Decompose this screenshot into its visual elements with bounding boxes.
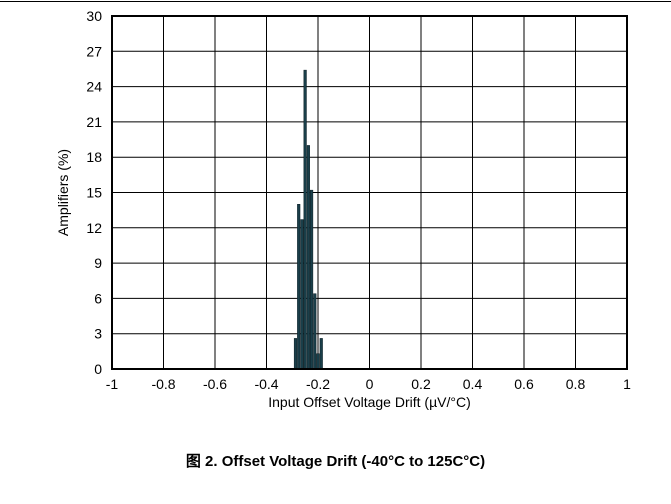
x-tick-label: -0.6 bbox=[203, 376, 227, 392]
x-tick-label: 0.4 bbox=[463, 376, 483, 392]
page-top-rule bbox=[0, 1, 671, 2]
x-tick-label: -0.8 bbox=[151, 376, 175, 392]
x-tick-label: -0.4 bbox=[254, 376, 278, 392]
x-axis-label: Input Offset Voltage Drift (µV/°C) bbox=[268, 394, 471, 410]
y-tick-label: 6 bbox=[94, 290, 102, 306]
histogram-bar bbox=[316, 353, 320, 370]
y-tick-label: 0 bbox=[94, 361, 102, 377]
x-tick-label: 0.6 bbox=[514, 376, 534, 392]
x-tick-label: 1 bbox=[623, 376, 631, 392]
histogram-bar bbox=[319, 338, 323, 370]
histogram-bar bbox=[310, 189, 314, 370]
y-tick-label: 15 bbox=[86, 185, 102, 201]
x-tick-label: -0.2 bbox=[306, 376, 330, 392]
y-tick-label: 18 bbox=[86, 149, 102, 165]
histogram-bar bbox=[293, 338, 298, 370]
histogram-bar bbox=[303, 69, 307, 370]
histogram-bar bbox=[306, 145, 310, 370]
plot-frame bbox=[111, 15, 628, 370]
y-tick-label: 24 bbox=[86, 79, 102, 95]
figure-caption: 图 2. Offset Voltage Drift (-40°C to 125C… bbox=[185, 453, 486, 470]
x-tick-label: -1 bbox=[106, 376, 119, 392]
y-tick-label: 3 bbox=[94, 326, 102, 342]
y-tick-labels: 0 3 6 9 12 15 18 21 24 27 30 bbox=[86, 8, 102, 377]
histogram-bar bbox=[313, 293, 317, 370]
x-tick-labels: -1 -0.8 -0.6 -0.4 -0.2 0 0.2 0.4 0.6 0.8 1 bbox=[106, 376, 631, 392]
histogram-chart: 0 3 6 9 12 15 18 21 24 27 30 -1 -0.8 -0.6 -0.4 -0.2 0 0.… bbox=[55, 8, 631, 410]
x-tick-label: 0.2 bbox=[411, 376, 431, 392]
y-tick-label: 30 bbox=[86, 8, 102, 24]
y-axis-label: Amplifiers (%) bbox=[55, 149, 71, 236]
x-tick-label: 0.8 bbox=[566, 376, 586, 392]
y-tick-label: 9 bbox=[94, 255, 102, 271]
y-tick-label: 27 bbox=[86, 43, 102, 59]
y-tick-label: 21 bbox=[86, 114, 102, 130]
histogram-bar bbox=[300, 219, 304, 370]
x-tick-label: 0 bbox=[366, 376, 374, 392]
histogram-bar bbox=[297, 204, 301, 370]
chart-grid bbox=[111, 15, 628, 370]
y-tick-label: 12 bbox=[86, 220, 102, 236]
